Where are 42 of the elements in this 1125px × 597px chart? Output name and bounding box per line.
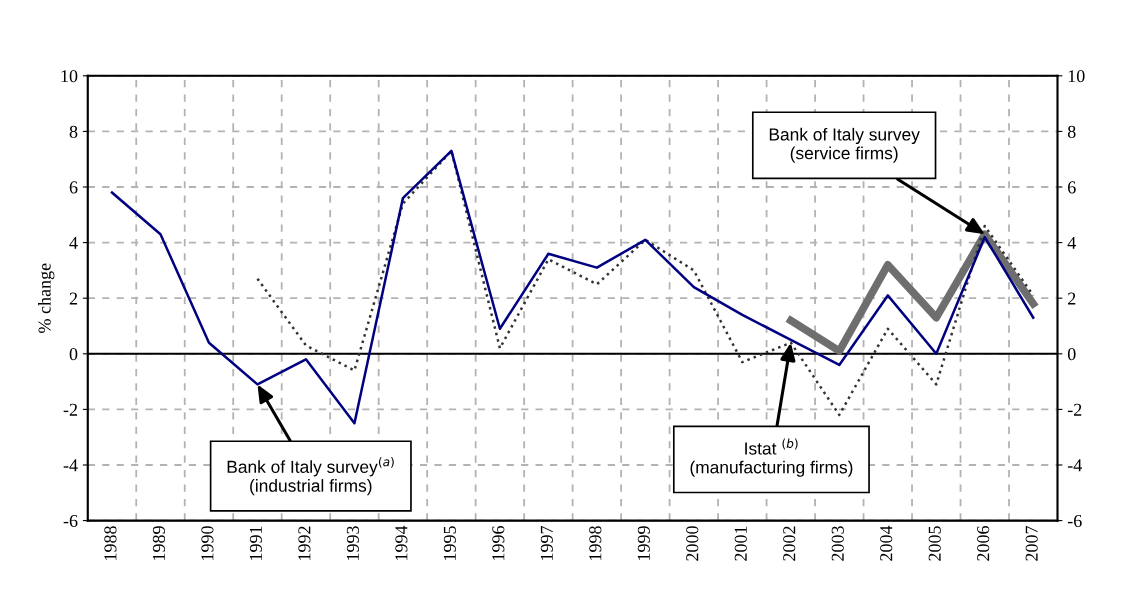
x-tick-label: 1991	[249, 526, 262, 560]
y-tick-label: -2	[63, 403, 78, 416]
y-tick-label: 8	[69, 125, 78, 138]
x-tick-label: 1996	[492, 525, 505, 560]
x-tick-label: 1989	[152, 526, 165, 560]
x-tick-label: 1999	[637, 526, 650, 560]
x-tick-label: 1988	[104, 526, 117, 560]
y2-tick-label: 2	[1068, 292, 1076, 305]
x-tick-label: 2001	[734, 526, 747, 561]
y-tick-label: 6	[69, 181, 78, 194]
x-tick-label: 1994	[395, 525, 408, 560]
y2-tick-label: -2	[1067, 403, 1082, 416]
y-tick-label: 4	[69, 236, 78, 249]
x-tick-label: 2004	[880, 525, 893, 561]
y2-tick-label: -4	[1067, 459, 1082, 472]
y2-tick-label: 0	[1067, 348, 1076, 361]
x-tick-label: 1990	[201, 526, 214, 560]
annotation: Istat $^{(b)}$ (manufacturing firms)	[690, 438, 853, 477]
y2-tick-label: 4	[1067, 236, 1076, 249]
x-tick-label: 2007	[1025, 525, 1038, 561]
x-tick-label: 1995	[443, 526, 456, 560]
x-tick-label: 2006	[977, 525, 990, 561]
x-tick-label: 1992	[298, 526, 311, 560]
y2-tick-label: 6	[1068, 181, 1076, 194]
x-tick-label: 1993	[346, 526, 359, 560]
y-tick-label: 2	[69, 292, 78, 305]
y-tick-label: -6	[63, 514, 78, 528]
y2-tick-label: -6	[1067, 514, 1082, 528]
y-axis-title: % change	[37, 263, 55, 333]
annotation: Bank of Italy survey (service firms)	[769, 127, 920, 163]
x-tick-label: 2003	[831, 526, 844, 561]
x-tick-label: 1997	[540, 525, 553, 560]
y-tick-label: 10	[61, 70, 78, 83]
y2-tick-label: 10	[1068, 70, 1085, 83]
x-tick-label: 2005	[928, 526, 941, 561]
annotation: Bank of Italy survey$^{(a)}$ (industrial firms)	[227, 456, 394, 496]
x-tick-label: 2000	[686, 526, 699, 561]
y-tick-label: -4	[63, 459, 78, 472]
x-tick-label: 1998	[589, 526, 602, 560]
y2-tick-label: 8	[1067, 125, 1076, 138]
x-tick-label: 2002	[783, 526, 796, 561]
y-tick-label: 0	[69, 348, 78, 361]
